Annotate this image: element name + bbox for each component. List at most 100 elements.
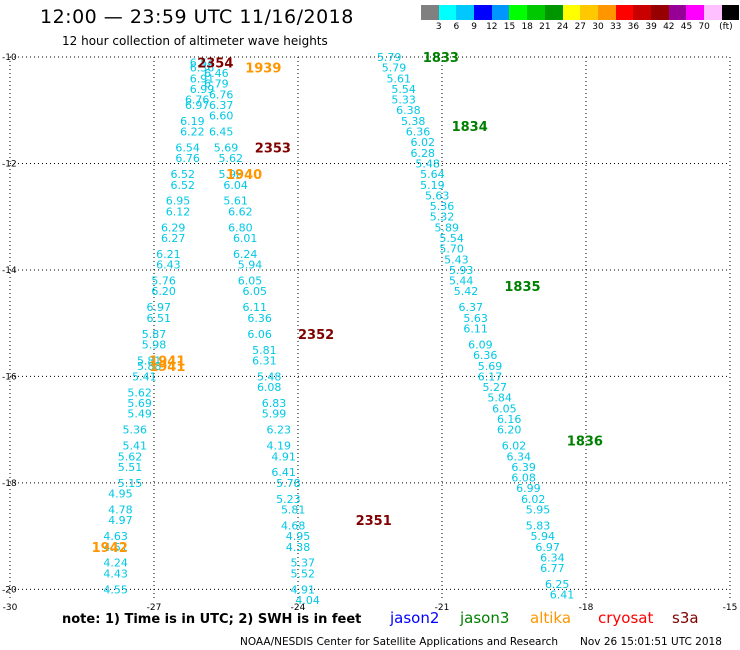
wave-height-value: 6.97	[535, 541, 560, 554]
wave-height-value: 5.69	[214, 142, 239, 155]
wave-height-value: 6.60	[209, 110, 234, 123]
legend-swatch	[474, 5, 492, 20]
wave-height-value: 6.17	[478, 370, 503, 383]
wave-height-value: 5.48	[415, 157, 440, 170]
y-tick-label: -20	[2, 585, 17, 595]
wave-height-value: 4.04	[295, 594, 320, 607]
y-tick-label: -16	[2, 372, 17, 382]
wave-height-value: 6.99	[516, 482, 541, 495]
wave-height-value: 6.11	[243, 301, 268, 314]
pass-time-label: 1942	[92, 541, 128, 556]
pass-time-label: 1941	[149, 360, 185, 375]
wave-height-value: 6.23	[267, 424, 292, 437]
wave-height-value: 4.19	[267, 440, 292, 453]
legend-swatch	[721, 5, 740, 20]
legend-label: 45	[680, 22, 693, 32]
wave-height-value: 6.21	[156, 248, 181, 261]
wave-height-value: 6.91	[190, 72, 215, 85]
wave-height-value: 5.81	[137, 354, 162, 367]
wave-height-value: 6.02	[521, 493, 546, 506]
y-tick-label: -18	[2, 479, 17, 489]
wave-height-value: 6.34	[540, 551, 565, 564]
wave-height-value: 5.79	[377, 51, 402, 64]
x-tick-label: -30	[3, 603, 18, 613]
wave-height-value: 5.81	[252, 344, 277, 357]
wave-height-value: 6.77	[540, 562, 565, 575]
map-subtitle: 12 hour collection of altimeter wave hei…	[62, 34, 328, 48]
wave-height-value: 4.95	[286, 530, 311, 543]
wave-height-value: 6.04	[223, 179, 248, 192]
wave-height-value: 6.05	[243, 285, 268, 298]
wave-height-value: 6.76	[185, 94, 210, 107]
wave-height-value: 5.49	[127, 408, 152, 421]
legend-label: 33	[609, 22, 622, 32]
wave-height-value: 6.20	[151, 285, 176, 298]
legend-label: 15	[503, 22, 516, 32]
wave-height-value: 5.99	[262, 408, 287, 421]
wave-height-value: 6.37	[209, 99, 234, 112]
wave-height-value: 5.61	[223, 195, 248, 208]
wave-height-value: 5.19	[420, 179, 445, 192]
legend-swatch	[650, 5, 669, 20]
wave-height-value: 5.78	[276, 477, 301, 490]
wave-height-value: 6.36	[190, 62, 215, 75]
wave-height-value: 4.78	[108, 504, 133, 517]
wave-height-value: 5.63	[425, 189, 450, 202]
wave-height-value: 5.48	[257, 370, 282, 383]
wave-height-value: 5.23	[276, 493, 301, 506]
wave-height-value: 6.36	[473, 349, 498, 362]
wave-height-value: 4.38	[286, 541, 311, 554]
wave-height-value: 5.62	[118, 450, 143, 463]
wave-height-value: 6.95	[166, 195, 191, 208]
wave-height-value: 5.54	[439, 232, 464, 245]
wave-height-value: 6.16	[497, 413, 522, 426]
wave-height-value: 6.80	[228, 221, 253, 234]
wave-height-value: 5.37	[291, 557, 316, 570]
wave-height-value: 5.94	[238, 259, 263, 272]
wave-height-value: 6.12	[166, 205, 191, 218]
wave-height-value: 5.62	[219, 152, 244, 165]
wave-height-value: 5.95	[526, 504, 551, 517]
wave-height-value: 6.28	[411, 147, 436, 160]
wave-height-value: 6.22	[180, 126, 205, 139]
satellite-legend-item: jason3	[460, 609, 510, 627]
wave-height-value: 4.91	[291, 583, 316, 596]
wave-height-value: 6.06	[247, 328, 272, 341]
x-tick-label: -27	[147, 603, 162, 613]
satellite-legend-item: cryosat	[598, 609, 654, 627]
wave-height-value: 6.09	[468, 338, 493, 351]
wave-height-value: 6.54	[190, 56, 215, 69]
wave-height-value: 5.42	[454, 285, 479, 298]
legend-swatch	[597, 5, 616, 20]
legend-label: 27	[574, 22, 587, 32]
wave-height-value: 6.08	[511, 472, 536, 485]
wave-height-value: 4.55	[103, 583, 128, 596]
legend-swatch	[527, 5, 545, 20]
legend-label: 36	[627, 22, 640, 32]
wave-height-value: 5.69	[478, 360, 503, 373]
wave-height-value: 5.51	[118, 461, 143, 474]
x-tick-label: -18	[579, 603, 594, 613]
wave-height-value: 5.69	[127, 397, 152, 410]
wave-height-value: 6.27	[161, 232, 186, 245]
wave-height-value: 5.63	[463, 312, 488, 325]
wave-height-value: 6.31	[252, 354, 277, 367]
legend-label: 42	[663, 22, 675, 32]
wave-height-value: 6.36	[247, 312, 272, 325]
x-tick-label: -24	[291, 603, 306, 613]
wave-height-value: 6.76	[209, 88, 234, 101]
pass-time-label: 1835	[504, 280, 540, 295]
wave-height-value: 6.08	[257, 381, 282, 394]
wave-height-value: 5.41	[123, 440, 148, 453]
wave-height-value: 5.84	[487, 392, 512, 405]
wave-height-value: 6.52	[171, 168, 196, 181]
wave-height-value: 5.52	[291, 567, 316, 580]
legend-label: 30	[592, 22, 604, 32]
legend-swatch	[509, 5, 528, 20]
wave-height-value: 5.44	[449, 275, 474, 288]
pass-time-label: 2353	[255, 142, 291, 157]
legend-label: 70	[698, 22, 710, 32]
legend-swatch	[491, 5, 510, 20]
wave-height-value: 5.93	[449, 264, 474, 277]
